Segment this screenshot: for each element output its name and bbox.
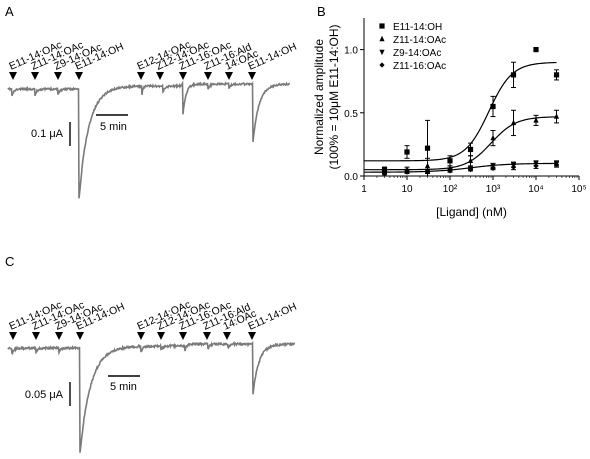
- data-point-series-2: [424, 162, 431, 169]
- data-point-series-2: [467, 157, 474, 164]
- stimulus-arrow: [203, 332, 211, 340]
- stimulus-arrow: [137, 332, 145, 340]
- y-tick-label: 1.0: [344, 46, 358, 57]
- data-point-series-2: [510, 119, 517, 126]
- data-point-series-1: [467, 146, 474, 153]
- data-point-series-4: [467, 167, 474, 173]
- data-point-series-4: [490, 165, 496, 172]
- stimulus-arrow: [223, 332, 231, 340]
- data-point-series-4: [533, 163, 539, 169]
- stimulus-arrow: [54, 72, 62, 80]
- data-points: [381, 47, 560, 177]
- data-point-series-4: [447, 168, 453, 174]
- data-point-series-4: [424, 169, 431, 175]
- scale-label-current-a: 0.1 μA: [31, 128, 64, 140]
- legend-label: Z11-16:OAc: [393, 61, 446, 72]
- stimulus-arrow: [225, 72, 233, 80]
- dose-response-chart: 1 10 10² 10³ 10⁴ 10⁵ 0.0 0.5 1.0 Normalized amp…: [312, 18, 587, 219]
- data-point-series-2: [553, 113, 560, 119]
- stimulus-arrow: [157, 332, 165, 340]
- data-point-series-4: [510, 164, 517, 170]
- data-point-series-4: [404, 169, 410, 175]
- x-tick-label: 10⁵: [571, 184, 586, 195]
- fit-curve-series-2: [364, 116, 557, 171]
- x-tick-label: 10⁴: [528, 184, 543, 195]
- x-tick-label: 10: [401, 184, 413, 195]
- fit-curve-series-1: [364, 61, 557, 162]
- stimulus-arrow: [248, 72, 256, 80]
- stimulus-arrow: [156, 72, 164, 80]
- y-tick-label: 0.0: [344, 172, 358, 183]
- stimulus-arrow: [179, 332, 187, 340]
- legend-marker: [379, 23, 385, 29]
- data-point-series-2: [533, 117, 539, 123]
- stimulus-arrow: [248, 332, 256, 340]
- scale-label-time-a: 5 min: [100, 121, 127, 133]
- scale-label-time-c: 5 min: [110, 381, 137, 393]
- current-trace-a: [7, 80, 291, 199]
- legend-marker: [379, 62, 385, 68]
- legend-marker: [379, 49, 385, 56]
- stimulus-arrow: [137, 72, 145, 80]
- fit-curve-series-3: [364, 162, 557, 173]
- data-point-series-2: [490, 134, 496, 141]
- data-point-series-4: [381, 170, 388, 177]
- data-point-series-1: [404, 149, 410, 155]
- data-point-series-4: [553, 162, 560, 168]
- x-axis-label: [Ligand] (nM): [436, 205, 507, 219]
- stimulus-arrow: [179, 72, 187, 80]
- stimulus-arrow: [9, 72, 17, 80]
- data-point-series-1: [533, 47, 539, 53]
- y-axis-label-line1: Normalized amplitude: [312, 39, 326, 155]
- panel-label-c: C: [5, 254, 14, 269]
- stimulus-arrow: [9, 332, 17, 340]
- panel-label-a: A: [5, 4, 14, 19]
- x-ticks: 1 10 10² 10³ 10⁴ 10⁵: [361, 176, 587, 195]
- stimulus-arrow: [32, 332, 40, 340]
- legend-label: Z9-14:OAc: [393, 48, 441, 59]
- y-axis-label-line2: (100% = 10μM E11-14:OH): [327, 24, 341, 169]
- x-tick-label: 10²: [443, 184, 458, 195]
- data-point-series-1: [510, 72, 517, 78]
- scale-label-current-c: 0.05 μA: [25, 389, 64, 401]
- data-point-series-1: [553, 72, 560, 78]
- data-point-series-1: [447, 158, 453, 164]
- stimulus-arrow: [204, 72, 212, 80]
- y-ticks: 0.0 0.5 1.0: [344, 46, 364, 183]
- y-tick-label: 0.5: [344, 109, 358, 120]
- stimulus-arrow: [31, 72, 39, 80]
- legend-marker: [379, 35, 385, 42]
- x-tick-label: 1: [361, 184, 367, 195]
- stimulus-arrow: [55, 332, 63, 340]
- stimulus-arrow: [76, 332, 84, 340]
- data-point-series-1: [490, 103, 496, 110]
- legend: E11-14:OH Z11-14:OAc Z9-14:OAc Z11-16:OAc: [379, 22, 446, 72]
- data-point-series-1: [424, 145, 431, 151]
- stimulus-arrow: [75, 72, 83, 80]
- legend-label: E11-14:OH: [393, 22, 442, 33]
- x-tick-label: 10³: [486, 184, 501, 195]
- current-trace-c: [7, 340, 296, 453]
- legend-label: Z11-14:OAc: [393, 35, 446, 46]
- fit-curves: [364, 61, 557, 173]
- panel-label-b: B: [317, 4, 326, 19]
